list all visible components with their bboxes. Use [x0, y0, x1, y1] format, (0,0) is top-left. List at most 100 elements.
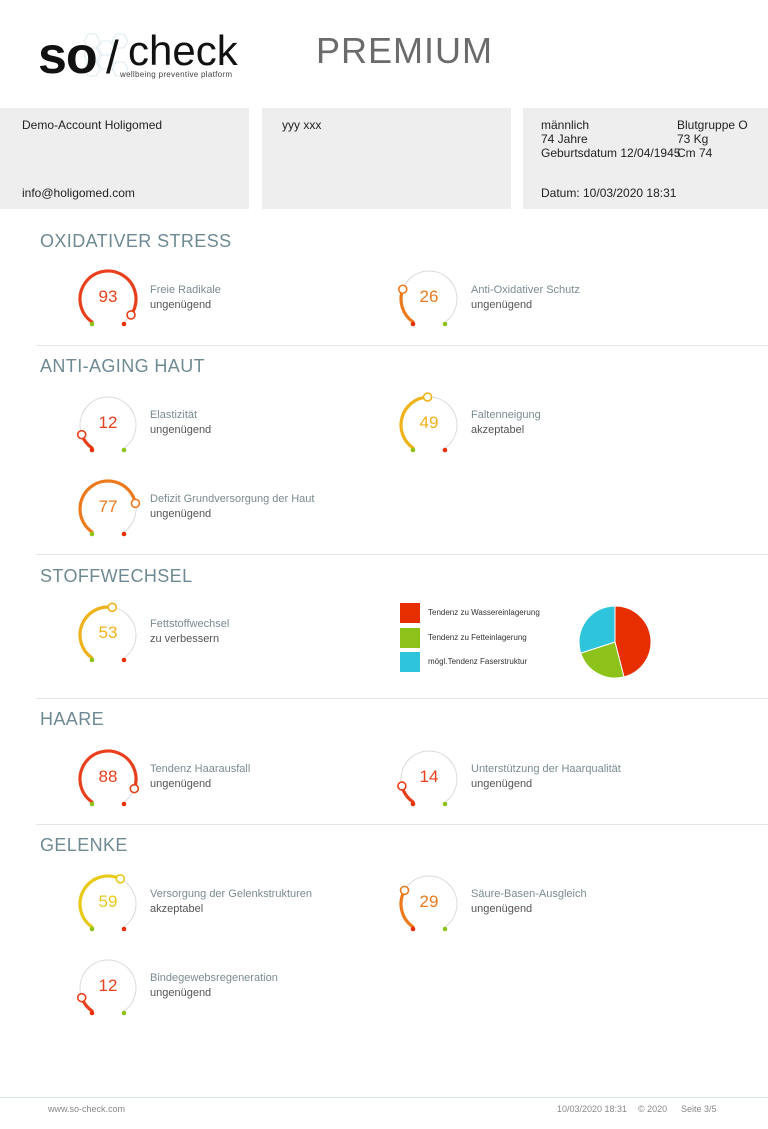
- gauge-dial: [78, 602, 137, 663]
- gauge-label: Freie Radikale: [150, 284, 221, 296]
- gauge-label-block: Freie Radikale ungenügend: [150, 283, 221, 312]
- gauge-label: Bindegewebsregeneration: [150, 972, 278, 984]
- gauge-status: ungenügend: [150, 507, 212, 520]
- gauge-elastizitaet: 12: [76, 394, 139, 456]
- gauge-value: 88: [98, 767, 118, 786]
- gauge-min-dot: [89, 657, 95, 663]
- legend-label: mögl.Tendenz Faserstruktur: [428, 657, 528, 666]
- section-title-oxidativ: OXIDATIVER STRESS: [40, 231, 232, 251]
- legend-swatch: [400, 628, 420, 648]
- gauge-arc: [78, 874, 122, 929]
- gauge-fettstoffwechsel: 53: [77, 602, 139, 666]
- gauge-value: 12: [98, 976, 118, 995]
- gauge-label-block: Tendenz Haarausfall ungenügend: [150, 762, 250, 791]
- gauge-max-dot: [121, 1010, 127, 1016]
- section-title-gelenke: GELENKE: [40, 835, 128, 855]
- gauge-value: 49: [419, 413, 439, 432]
- legend-label: Tendenz zu Fetteinlagerung: [428, 633, 527, 642]
- gauge-dial: [397, 270, 458, 327]
- gauge-max-dot: [121, 447, 127, 453]
- account-name: Demo-Account Holigomed: [22, 118, 163, 132]
- gauge-max-dot: [442, 321, 448, 327]
- gauge-min-dot: [410, 926, 416, 932]
- gauge-value: 93: [98, 287, 118, 306]
- gauge-faltenneigung: 49: [398, 392, 460, 456]
- gauge-status: akzeptabel: [150, 902, 204, 915]
- gauge-label: Unterstützung der Haarqualität: [471, 763, 621, 775]
- gauge-knob: [115, 874, 126, 884]
- gauge-dial: [399, 875, 458, 932]
- divider: [36, 698, 768, 699]
- gauge-min-dot: [410, 447, 416, 453]
- gauge-min-dot: [89, 447, 95, 453]
- gauge-min-dot: [89, 801, 95, 807]
- gauge-status: ungenügend: [150, 986, 212, 999]
- gauge-status: akzeptabel: [471, 423, 525, 436]
- gauge-dial: [78, 479, 141, 537]
- patient-blood-group: Blutgruppe O: [677, 118, 748, 132]
- gauge-value: 53: [98, 623, 118, 642]
- divider: [36, 824, 768, 825]
- gauge-knob: [107, 602, 118, 613]
- logo-tagline: wellbeing preventive platform: [120, 70, 233, 79]
- tendency-pie-chart: [578, 605, 652, 679]
- gauge-haarqualitaet: 14: [397, 748, 460, 810]
- legend-item: Tendenz zu Wassereinlagerung: [400, 603, 600, 623]
- gauge-max-dot: [121, 926, 127, 932]
- divider: [36, 345, 768, 346]
- gauge-bindegewebsregeneration: 12: [76, 957, 139, 1019]
- section-title-haare: HAARE: [40, 709, 105, 729]
- gauge-label: Fettstoffwechsel: [150, 618, 230, 630]
- gauge-gelenkstrukturen: 59: [77, 873, 139, 935]
- pie-slice-1: [614, 605, 652, 678]
- gauge-arc: [78, 269, 138, 324]
- logo-so-text: so: [38, 27, 98, 85]
- gauge-tendenz-haarausfall: 88: [77, 748, 140, 810]
- gauge-max-dot: [121, 657, 127, 663]
- gauge-label: Defizit Grundversorgung der Haut: [150, 493, 315, 505]
- gauge-label: Versorgung der Gelenkstrukturen: [150, 888, 313, 900]
- gauge-dial: [76, 959, 137, 1016]
- patient-gender: männlich: [541, 118, 590, 132]
- gauge-label: Säure-Basen-Ausgleich: [471, 888, 587, 900]
- footer-divider: [0, 1097, 768, 1098]
- logo-check-text: check: [128, 27, 238, 74]
- gauge-knob: [126, 310, 136, 320]
- section-title-antiaging: ANTI-AGING HAUT: [40, 356, 206, 376]
- legend-item: mögl.Tendenz Faserstruktur: [400, 652, 600, 672]
- gauge-label-block: Faltenneigung akzeptabel: [471, 408, 541, 437]
- client-name: yyy xxx: [282, 118, 322, 132]
- legend-swatch: [400, 603, 420, 623]
- gauge-value: 77: [98, 497, 118, 516]
- gauge-dial: [397, 750, 458, 807]
- gauge-defizit-grundversorgung: 77: [77, 478, 141, 540]
- patient-height: Cm 74: [677, 146, 713, 160]
- gauge-max-dot: [121, 531, 127, 537]
- gauge-status: ungenügend: [471, 298, 533, 311]
- legend-label: Tendenz zu Wassereinlagerung: [428, 608, 540, 617]
- page-title: PREMIUM: [316, 30, 493, 71]
- gauge-status: ungenügend: [150, 777, 212, 790]
- gauge-status: zu verbessern: [150, 632, 220, 645]
- gauge-min-dot: [410, 321, 416, 327]
- footer-page-number: Seite 3/5: [681, 1104, 717, 1114]
- gauge-value: 26: [419, 287, 439, 306]
- gauge-label-block: Säure-Basen-Ausgleich ungenügend: [471, 887, 587, 916]
- gauge-knob: [130, 498, 141, 509]
- gauge-dial: [399, 392, 458, 453]
- legend-swatch: [400, 652, 420, 672]
- gauge-value: 12: [98, 413, 118, 432]
- legend-item: Tendenz zu Fetteinlagerung: [400, 628, 600, 648]
- gauge-max-dot: [442, 926, 448, 932]
- gauge-label-block: Versorgung der Gelenkstrukturen akzeptabe…: [150, 887, 312, 916]
- gauge-knob: [129, 783, 140, 794]
- gauge-min-dot: [89, 321, 95, 327]
- gauge-status: ungenügend: [471, 902, 533, 915]
- gauge-knob: [76, 992, 87, 1003]
- gauge-knob: [397, 284, 408, 295]
- gauge-status: ungenügend: [150, 423, 212, 436]
- account-email: info@holigomed.com: [22, 186, 135, 200]
- gauge-freie-radikale: 93: [77, 268, 139, 330]
- gauge-min-dot: [89, 1010, 95, 1016]
- gauge-label: Tendenz Haarausfall: [150, 763, 251, 775]
